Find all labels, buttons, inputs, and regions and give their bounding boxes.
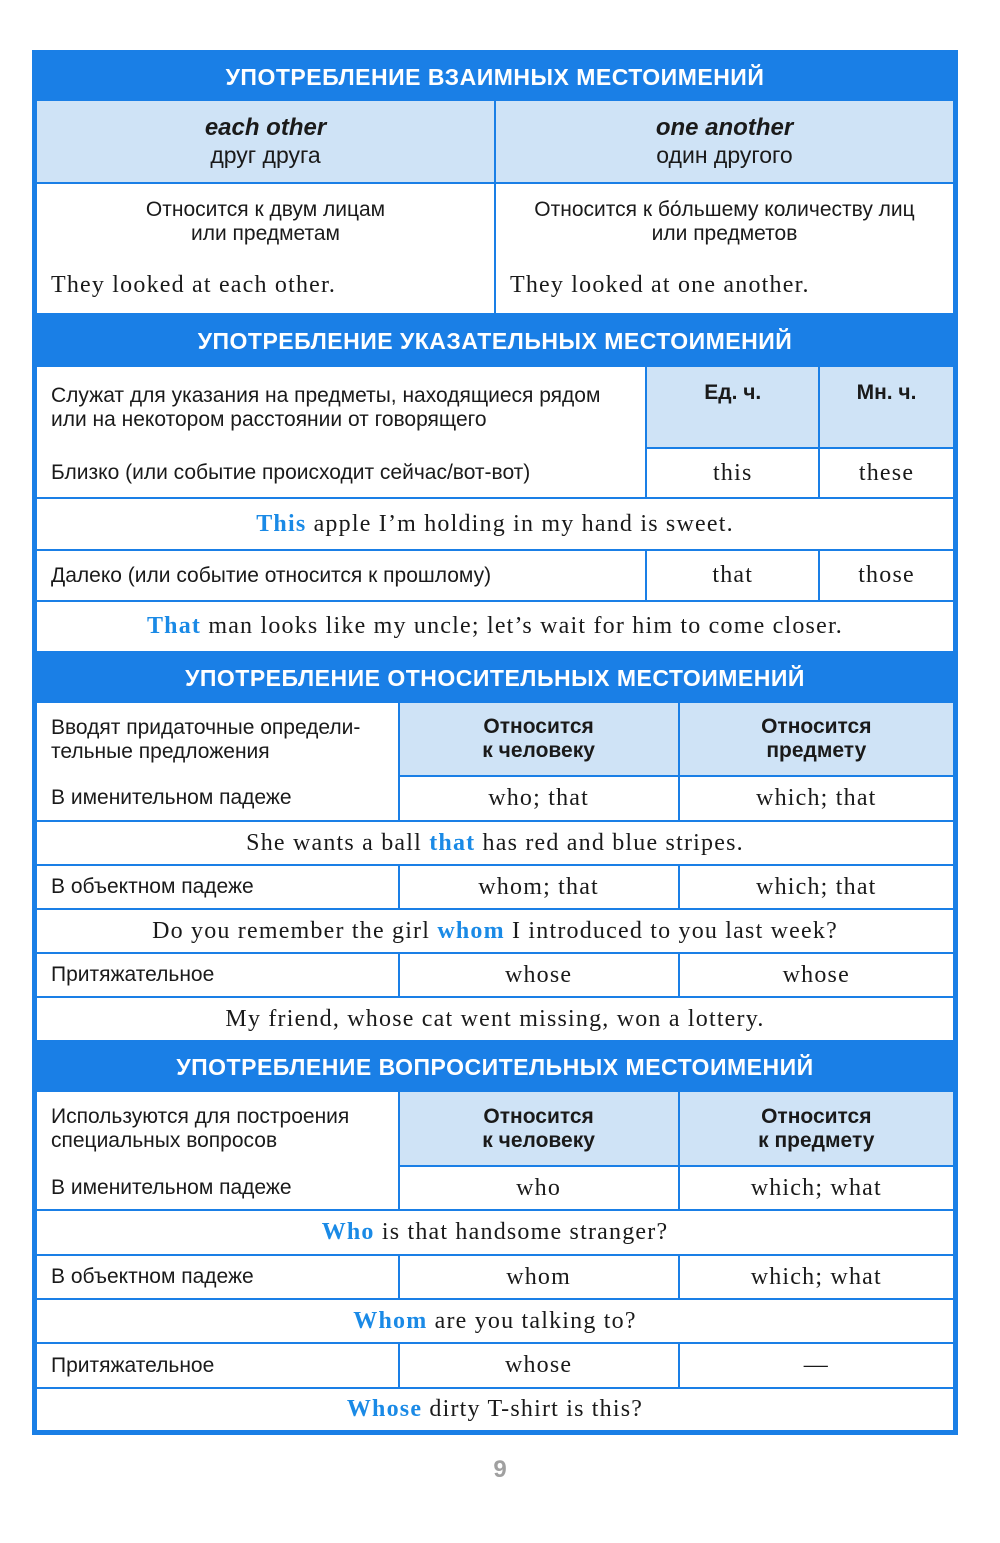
row-label: Близко (или событие происходит сейчас/во… [34, 448, 648, 499]
row-label: Притяжательное [35, 952, 400, 998]
thing: which; what [677, 1166, 956, 1211]
row-label: Притяжательное [35, 1342, 400, 1389]
relative-section: УПОТРЕБЛЕНИЕ ОТНОСИТЕЛЬНЫХ МЕСТОИМЕНИЙ В… [35, 653, 956, 1042]
section-title: УПОТРЕБЛЕНИЕ УКАЗАТЕЛЬНЫХ МЕСТОИМЕНИЙ [35, 315, 955, 367]
row-label: В объектном падеже [35, 1254, 400, 1300]
description: Относится к бо́льшему количеству лиц или … [534, 198, 915, 245]
intro: Вводят придаточные определи-тельные пред… [35, 701, 400, 776]
thing: which; that [677, 864, 956, 910]
thing: whose [677, 952, 956, 998]
translation: один другого [656, 142, 793, 168]
person: who; that [397, 776, 680, 822]
example: Whom are you talking to? [35, 1298, 955, 1344]
term-cell: each other друг друга [35, 99, 496, 184]
col-singular: Ед. ч. [645, 365, 821, 449]
example: My friend, whose cat went missing, won a… [35, 996, 955, 1042]
person: who [397, 1166, 680, 1211]
term-cell: one another один другого [494, 99, 955, 184]
section-title: УПОТРЕБЛЕНИЕ ОТНОСИТЕЛЬНЫХ МЕСТОИМЕНИЙ [35, 653, 955, 703]
example: That man looks like my uncle; let’s wait… [35, 600, 955, 653]
example: Do you remember the girl whom I introduc… [35, 908, 955, 954]
row-label: В объектном падеже [35, 864, 400, 910]
demonstrative-section: УПОТРЕБЛЕНИЕ УКАЗАТЕЛЬНЫХ МЕСТОИМЕНИЙ Сл… [34, 315, 955, 653]
example: She wants a ball that has red and blue s… [35, 820, 955, 866]
person: whose [397, 1342, 680, 1389]
example: They looked at each other. [51, 272, 337, 298]
col-person: Относится к человеку [397, 1090, 680, 1167]
example: Whose dirty T-shirt is this? [35, 1387, 955, 1432]
reciprocal-section: УПОТРЕБЛЕНИЕ ВЗАИМНЫХ МЕСТОИМЕНИЙ each o… [35, 53, 955, 315]
description: Относится к двум лицам или предметам [145, 198, 386, 245]
pronouns-table: УПОТРЕБЛЕНИЕ ВЗАИМНЫХ МЕСТОИМЕНИЙ each o… [32, 50, 958, 1435]
singular: this [645, 447, 821, 499]
row-label: Далеко (или событие относится к прошлому… [34, 549, 648, 602]
person: whom; that [397, 864, 680, 910]
col-thing: Относится к предмету [677, 1090, 956, 1167]
interrogative-section: УПОТРЕБЛЕНИЕ ВОПРОСИТЕЛЬНЫХ МЕСТОИМЕНИЙ … [35, 1042, 956, 1432]
translation: друг друга [210, 142, 321, 168]
section-title: УПОТРЕБЛЕНИЕ ВОПРОСИТЕЛЬНЫХ МЕСТОИМЕНИЙ [35, 1042, 955, 1092]
singular: that [645, 549, 821, 602]
col-thing: Относится предмету [677, 701, 956, 777]
person: whose [397, 952, 680, 998]
desc-cell: Относится к бо́льшему количеству лиц или … [494, 183, 955, 315]
term: one another [655, 114, 794, 141]
intro: Используются для построения специальных … [35, 1090, 400, 1166]
thing: — [677, 1342, 956, 1389]
plural: those [818, 549, 955, 602]
thing: which; that [677, 776, 956, 822]
row-label: В именительном падеже [35, 776, 400, 822]
row-label: В именительном падеже [35, 1166, 400, 1211]
desc-cell: Относится к двум лицам или предметам They … [35, 183, 496, 315]
example: They looked at one another. [510, 272, 810, 298]
thing: which; what [677, 1254, 956, 1300]
col-plural: Мн. ч. [818, 365, 955, 449]
col-person: Относится к человеку [397, 701, 680, 777]
example: Who is that handsome stranger? [35, 1209, 955, 1256]
page-number: 9 [493, 1456, 507, 1483]
plural: these [818, 447, 955, 499]
intro: Служат для указания на предметы, находящ… [34, 365, 648, 448]
person: whom [397, 1254, 680, 1300]
example: This apple I’m holding in my hand is swe… [35, 497, 955, 551]
section-title: УПОТРЕБЛЕНИЕ ВЗАИМНЫХ МЕСТОИМЕНИЙ [35, 53, 955, 101]
term: each other [204, 114, 327, 141]
